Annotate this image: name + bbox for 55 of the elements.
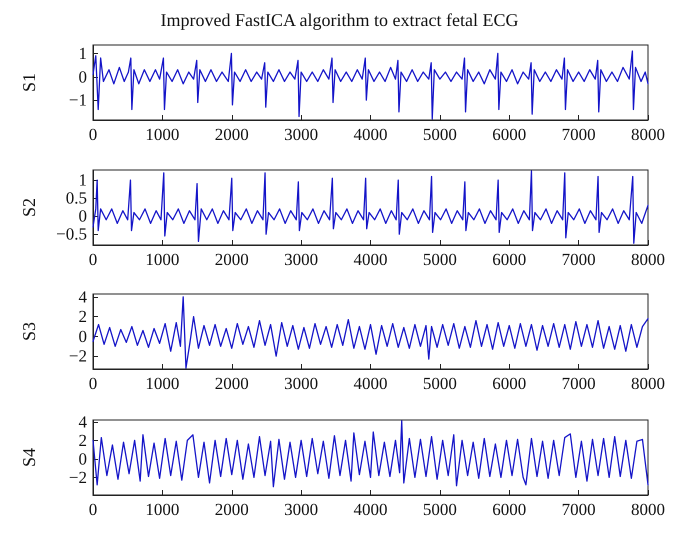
y-axis-title: S4 [19, 448, 39, 468]
x-tick-label: 7000 [562, 250, 596, 269]
y-axis-title: S2 [19, 198, 39, 218]
line-series [92, 296, 649, 369]
y-axis-title: S3 [19, 322, 39, 342]
y-tick-label: 0 [78, 449, 87, 468]
y-tick-label: 2 [78, 307, 87, 326]
x-tick-label: 1000 [145, 250, 180, 269]
y-tick-label: −0.5 [56, 224, 87, 244]
x-tick-label: 5000 [422, 125, 457, 144]
x-tick-label: 2000 [214, 500, 249, 519]
x-tick-label: 1000 [145, 500, 180, 519]
x-tick-label: 2000 [214, 250, 249, 269]
line-series [92, 420, 649, 488]
x-tick-label: 4000 [354, 250, 388, 269]
y-tick-label: 4 [78, 412, 88, 432]
x-tick-label: 2000 [214, 125, 249, 144]
y-tick-label: −1 [68, 90, 87, 110]
x-tick-label: 8000 [631, 500, 665, 519]
x-tick-label: 6000 [492, 374, 526, 393]
x-tick-label: 3000 [284, 250, 318, 269]
y-tick-label: −2 [68, 346, 87, 366]
x-tick-label: 7000 [562, 125, 596, 144]
x-tick-label: 7000 [562, 374, 596, 393]
y-tick-label: −2 [68, 468, 87, 487]
x-tick-label: 6000 [492, 125, 526, 144]
y-tick-label: 1 [78, 44, 87, 63]
y-tick-label: 4 [78, 287, 88, 306]
x-tick-label: 2000 [214, 374, 249, 393]
y-tick-label: 2 [78, 430, 87, 450]
x-tick-label: 4000 [354, 500, 388, 519]
x-tick-label: 3000 [284, 125, 318, 144]
y-axis-title: S1 [19, 72, 39, 92]
chart-title: Improved FastICA algorithm to extract fetal ECG [160, 10, 518, 30]
x-tick-label: 7000 [562, 500, 596, 519]
y-tick-label: 0 [78, 326, 87, 346]
y-tick-label: 0 [78, 67, 87, 86]
x-tick-label: 3000 [284, 500, 318, 519]
y-tick-label: 0.5 [66, 188, 87, 208]
x-tick-label: 1000 [145, 125, 180, 144]
x-tick-label: 8000 [631, 125, 665, 144]
y-tick-label: 0 [78, 206, 87, 226]
x-tick-label: 4000 [354, 125, 388, 144]
x-tick-label: 8000 [631, 374, 665, 393]
x-tick-label: 6000 [492, 250, 526, 269]
x-tick-label: 5000 [422, 500, 457, 519]
x-tick-label: 6000 [492, 500, 526, 519]
y-tick-label: 1 [78, 170, 87, 190]
x-tick-label: 8000 [631, 250, 665, 269]
x-tick-label: 5000 [422, 250, 457, 269]
x-tick-label: 1000 [145, 374, 180, 393]
x-tick-label: 5000 [422, 374, 457, 393]
x-tick-label: 3000 [284, 374, 318, 393]
line-series [92, 170, 649, 244]
x-tick-label: 4000 [354, 374, 388, 393]
